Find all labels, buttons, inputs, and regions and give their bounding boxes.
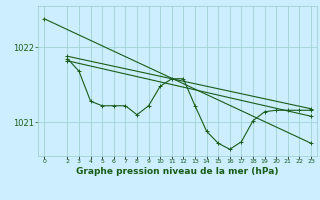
X-axis label: Graphe pression niveau de la mer (hPa): Graphe pression niveau de la mer (hPa) — [76, 167, 279, 176]
